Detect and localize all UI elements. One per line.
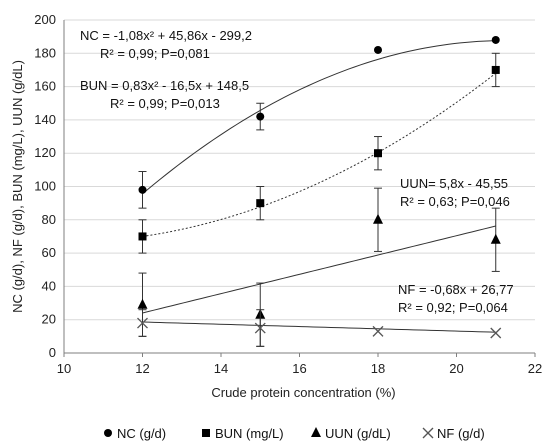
y-tick-label: 0: [49, 345, 56, 360]
circle-point: [491, 35, 500, 44]
cross-stroke: [422, 427, 434, 439]
y-tick-label: 100: [34, 179, 56, 194]
y-tick-label: 40: [42, 278, 56, 293]
equation-annotation: NC = -1,08x² + 45,86x - 299,2 R² = 0,99; …: [80, 28, 252, 61]
y-tick-label: 200: [34, 12, 56, 27]
equation-line: R² = 0,99; P=0,013: [110, 96, 220, 111]
y-tick-label: 80: [42, 212, 56, 227]
triangle-series: [137, 187, 501, 347]
y-tick-label: 60: [42, 245, 56, 260]
cross-point: [137, 317, 148, 329]
legend-square-icon: [202, 429, 210, 437]
square-point: [491, 65, 500, 74]
cross-point: [490, 327, 502, 339]
triangle-point: [373, 213, 383, 224]
x-tick-label: 10: [57, 361, 71, 376]
circle-point: [374, 45, 382, 54]
x-tick-label: 18: [371, 361, 385, 376]
cross-stroke: [372, 325, 384, 337]
y-tick-label: 20: [42, 312, 56, 327]
legend-circle-icon: [104, 429, 112, 437]
legend-item: BUN (mg/L): [202, 426, 284, 441]
x-tick-label: 22: [528, 361, 542, 376]
x-tick-label: 20: [449, 361, 463, 376]
cross-trendline: [142, 321, 496, 333]
square-point: [374, 149, 382, 158]
circle-trendline: [142, 40, 496, 195]
equation-line: NC = -1,08x² + 45,86x - 299,2: [80, 28, 252, 43]
y-tick-label: 180: [34, 45, 56, 60]
legend-triangle-icon: [311, 427, 321, 437]
y-tick-label: 160: [34, 79, 56, 94]
legend: NC (g/d) BUN (mg/L) UUN (g/dL) NF (g/d): [104, 426, 485, 441]
legend-item: UUN (g/dL): [311, 426, 391, 441]
x-axis-title: Crude protein concentration (%): [211, 385, 395, 400]
y-tick-labels: 0 20 40 60 80 100 120 140 160 180 200: [34, 12, 56, 360]
cross-point: [372, 325, 384, 337]
triangle-point: [137, 298, 148, 309]
circle-series: [138, 35, 500, 209]
equation-annotation: BUN = 0,83x² - 16,5x + 148,5 R² = 0,99; P…: [80, 78, 249, 111]
equation-line: R² = 0,92; P=0,064: [398, 300, 508, 315]
equation-line: NF = -0,68x + 26,77: [398, 282, 514, 297]
triangle-trendline: [142, 225, 496, 314]
y-axis-title: NC (g/d), NF (g/d), BUN (mg/L), UUN (g/d…: [10, 60, 25, 313]
square-point: [256, 199, 265, 208]
equation-line: UUN= 5,8x - 45,55: [400, 176, 508, 191]
legend-label: UUN (g/dL): [325, 426, 391, 441]
cross-stroke: [254, 322, 266, 334]
y-tick-label: 120: [34, 145, 56, 160]
legend-item: NF (g/d): [422, 426, 485, 441]
cross-series: [137, 309, 502, 347]
circle-point: [256, 112, 265, 121]
legend-item: NC (g/d): [104, 426, 166, 441]
x-tick-label: 12: [135, 361, 149, 376]
equation-line: R² = 0,99; P=0,081: [100, 46, 210, 61]
triangle-point: [490, 233, 501, 244]
legend-label: NC (g/d): [117, 426, 166, 441]
cross-point: [254, 322, 266, 334]
cross-stroke: [490, 327, 502, 339]
legend-label: BUN (mg/L): [215, 426, 284, 441]
square-series: [138, 52, 500, 254]
legend-label: NF (g/d): [437, 426, 485, 441]
equation-annotation: UUN= 5,8x - 45,55 R² = 0,63; P=0,046: [400, 176, 510, 209]
square-point: [138, 232, 147, 241]
equation-line: R² = 0,63; P=0,046: [400, 194, 510, 209]
x-tick-label: 14: [214, 361, 228, 376]
equation-line: BUN = 0,83x² - 16,5x + 148,5: [80, 78, 249, 93]
x-tick-label: 16: [292, 361, 306, 376]
circle-point: [138, 185, 147, 194]
square-trendline: [142, 72, 497, 237]
cross-stroke: [137, 317, 148, 329]
legend-cross-icon: [422, 427, 434, 439]
y-tick-label: 140: [34, 112, 56, 127]
equation-annotation: NF = -0,68x + 26,77 R² = 0,92; P=0,064: [398, 282, 514, 315]
x-tick-labels: 10 12 14 16 18 20 22: [57, 353, 542, 376]
